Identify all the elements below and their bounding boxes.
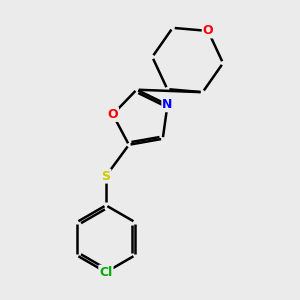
- Text: O: O: [107, 108, 118, 121]
- Text: O: O: [203, 24, 213, 38]
- Text: Cl: Cl: [99, 266, 112, 279]
- Text: S: S: [101, 169, 110, 183]
- Text: N: N: [162, 98, 173, 111]
